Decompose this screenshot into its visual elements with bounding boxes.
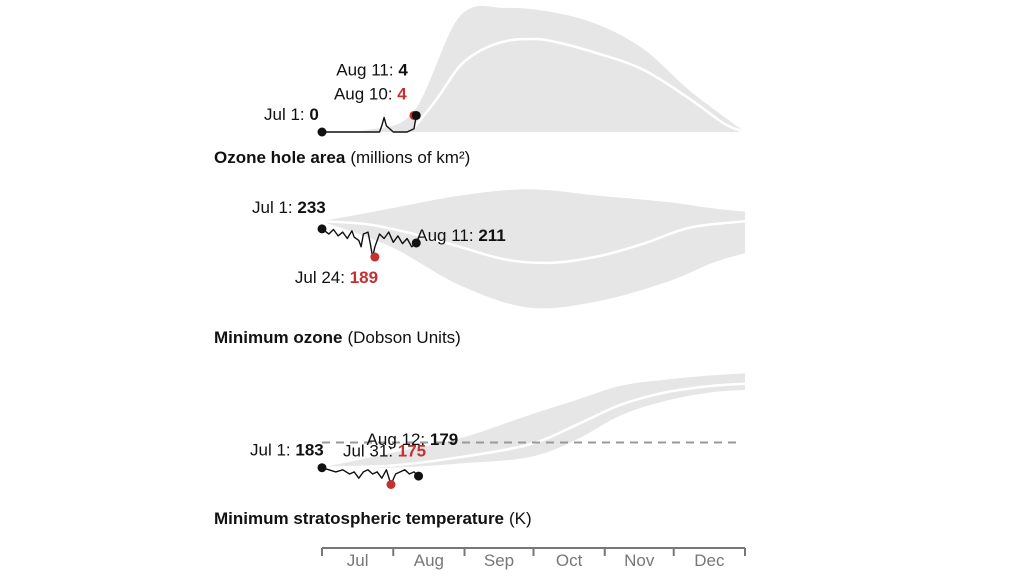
data-label: Jul 24: 189 (295, 268, 378, 287)
data-label-value: 0 (309, 105, 318, 124)
month-tick-label: Nov (624, 551, 655, 570)
data-label-date: Jul 1: (264, 105, 309, 124)
data-point-marker (317, 127, 327, 137)
data-point-marker (370, 252, 380, 262)
panel-title-ozone-area-unit: (millions of km²) (350, 148, 470, 167)
median-line (413, 37, 746, 134)
current-year-line (321, 467, 420, 486)
panel-title-min-temp-main: Minimum stratospheric temperature (214, 509, 504, 528)
data-label-date: Jul 31: (343, 442, 398, 461)
data-label-value: 183 (295, 441, 323, 460)
data-label: Aug 11: 4 (336, 60, 408, 79)
data-label-value: 179 (430, 430, 458, 449)
data-label-value: 175 (398, 442, 426, 461)
historical-range-band (322, 373, 745, 469)
data-label: Jul 1: 183 (250, 441, 324, 460)
historical-range-band (322, 5, 745, 133)
data-label-date: Aug 11: (416, 226, 478, 245)
data-label-date: Aug 12: (367, 430, 430, 449)
data-label: Aug 11: 211 (416, 226, 506, 245)
data-point-marker (317, 224, 327, 234)
data-label-value: 189 (350, 268, 378, 287)
panel-title-min-ozone-unit: (Dobson Units) (347, 328, 460, 347)
month-tick-label: Aug (414, 551, 444, 570)
month-axis: Jul Aug Sep Oct Nov Dec (321, 547, 746, 570)
data-label: Aug 12: 179 (367, 430, 459, 449)
panel-title-min-temp: Minimum stratospheric temperature (K) (214, 509, 532, 528)
data-point-marker (411, 238, 421, 248)
median-line (321, 382, 746, 469)
data-label-date: Jul 1: (250, 441, 295, 460)
month-tick-label: Oct (556, 551, 583, 570)
month-tick-label: Sep (484, 551, 514, 570)
panel-title-ozone-area-main: Ozone hole area (214, 148, 346, 167)
current-year-line (322, 115, 417, 133)
data-label-value: 233 (297, 198, 325, 217)
data-label-date: Aug 10: (334, 84, 397, 103)
data-label-date: Jul 1: (252, 198, 297, 217)
data-label-date: Aug 11: (336, 60, 398, 79)
data-point-marker (411, 110, 421, 120)
data-label: Jul 31: 175 (343, 442, 426, 461)
panel-title-min-temp-unit: (K) (509, 509, 532, 528)
panel-title-min-ozone-main: Minimum ozone (214, 328, 342, 347)
month-tick-label: Dec (694, 551, 725, 570)
data-label-value: 4 (398, 60, 408, 79)
data-label-date: Jul 24: (295, 268, 350, 287)
month-tick-label: Jul (347, 551, 369, 570)
historical-range-band (322, 189, 745, 309)
median-line (321, 219, 746, 265)
data-label-value: 4 (397, 84, 407, 103)
data-label: Jul 1: 0 (264, 105, 319, 124)
panel-title-min-ozone: Minimum ozone (Dobson Units) (214, 328, 461, 347)
data-point-marker (386, 480, 396, 489)
data-point-marker (317, 463, 327, 473)
data-label: Jul 1: 233 (252, 198, 326, 217)
data-point-marker (414, 471, 424, 481)
data-label: Aug 10: 4 (334, 84, 407, 103)
current-year-line (321, 228, 417, 258)
data-label-value: 211 (478, 226, 505, 245)
panel-1: Jul 1: 233 Jul 24: 189 Aug 11: 211 (252, 189, 746, 309)
panel-title-ozone-area: Ozone hole area (millions of km²) (214, 148, 470, 167)
